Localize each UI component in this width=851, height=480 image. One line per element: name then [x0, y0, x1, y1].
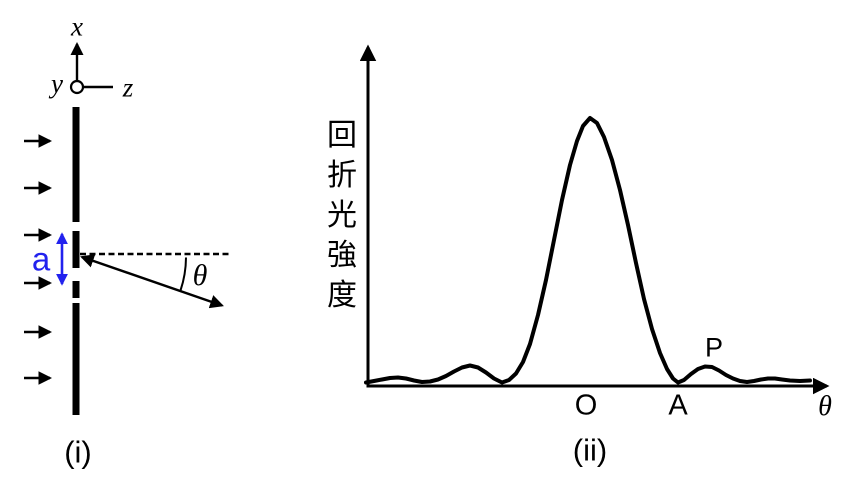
y-axis-char: 度 — [327, 279, 357, 312]
graph-x-axis-title: θ — [818, 391, 832, 422]
coord-z-axis-label: z — [122, 72, 134, 103]
barrier-top-segment — [72, 107, 80, 222]
graph-origin-label: O — [574, 389, 598, 422]
barrier-bottom-segment — [72, 303, 80, 415]
panel-ii-caption: (ii) — [572, 432, 608, 468]
slit-width-label: a — [31, 240, 51, 278]
graph-secondary-max-label: P — [704, 332, 724, 363]
y-axis-char: 回 — [327, 119, 357, 152]
graph-first-min-label: A — [668, 389, 688, 422]
barrier-lower-slit-edge — [72, 281, 80, 298]
angle-arc — [179, 257, 187, 291]
y-axis-char: 光 — [327, 199, 357, 232]
intensity-curve — [364, 116, 812, 385]
coord-x-axis-label: x — [71, 11, 83, 42]
diffraction-angle-label: θ — [192, 259, 208, 292]
panel-i-caption: (i) — [64, 434, 92, 470]
diffracted-ray-arrow — [80, 254, 224, 309]
y-axis-char: 強 — [327, 239, 357, 272]
y-axis-char: 折 — [327, 159, 357, 192]
graph-y-axis-title: 回 折 光 強 度 — [324, 116, 360, 316]
coord-y-axis-label: y — [51, 68, 63, 99]
incident-wave-arrows — [24, 134, 53, 385]
barrier-upper-slit-edge — [72, 231, 80, 268]
slit-barrier — [72, 107, 80, 415]
coord-y-origin-circle — [69, 79, 85, 95]
